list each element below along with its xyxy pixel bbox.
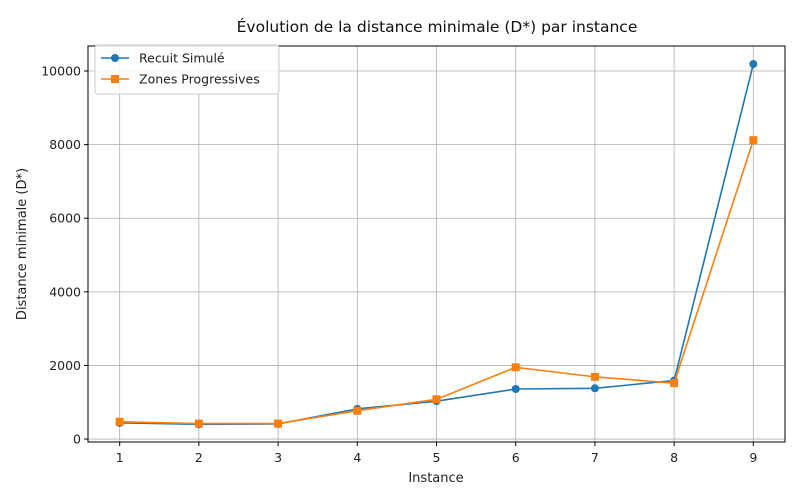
series-2 (115, 136, 758, 428)
data-point (511, 363, 520, 372)
data-point (194, 419, 203, 428)
x-tick-label: 1 (116, 450, 124, 465)
x-tick-label: 8 (670, 450, 678, 465)
legend-item-2: Zones Progressives (101, 72, 260, 87)
data-point (353, 406, 362, 415)
x-tick-label: 6 (512, 450, 520, 465)
y-tick-label: 8000 (49, 137, 81, 152)
legend-label: Zones Progressives (139, 72, 260, 87)
chart-title: Évolution de la distance minimale (D*) p… (237, 17, 638, 36)
legend-marker (111, 54, 119, 62)
x-tick-label: 5 (433, 450, 441, 465)
data-point (749, 136, 758, 145)
x-tick-label: 9 (749, 450, 757, 465)
y-tick-label: 10000 (41, 64, 81, 79)
series-layer (115, 60, 758, 429)
data-point (749, 60, 758, 69)
y-axis: 0 2000 4000 6000 8000 10000 (41, 64, 88, 447)
y-tick-label: 2000 (49, 358, 81, 373)
legend: Recuit Simulé Zones Progressives (94, 44, 280, 95)
data-point (115, 417, 124, 426)
data-point (590, 384, 599, 393)
x-tick-label: 2 (195, 450, 203, 465)
data-point (432, 395, 441, 404)
x-tick-label: 3 (274, 450, 282, 465)
y-tick-label: 6000 (49, 211, 81, 226)
grid (88, 46, 785, 442)
legend-item-1: Recuit Simulé (101, 51, 225, 66)
data-point (590, 372, 599, 381)
x-tick-label: 7 (591, 450, 599, 465)
y-axis-label: Distance minimale (D*) (15, 168, 30, 320)
data-point (511, 385, 520, 394)
data-point (670, 379, 679, 388)
legend-label: Recuit Simulé (139, 51, 225, 66)
data-point (274, 419, 283, 428)
x-axis: 1 2 3 4 5 6 7 8 9 (116, 442, 757, 465)
x-tick-label: 4 (353, 450, 361, 465)
legend-marker (111, 75, 119, 83)
y-tick-label: 0 (73, 432, 81, 447)
x-axis-label: Instance (408, 471, 463, 486)
legend-box (94, 44, 280, 95)
y-tick-label: 4000 (49, 284, 81, 299)
